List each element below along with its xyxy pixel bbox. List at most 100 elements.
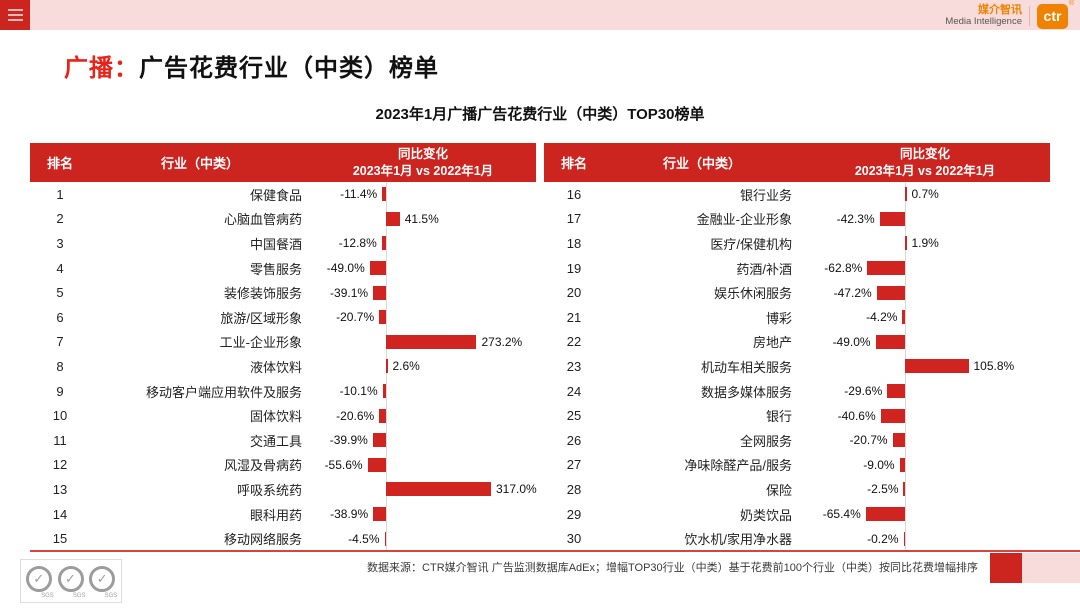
industry-cell: 保险 (765, 482, 792, 498)
table-row: 23 机动车相关服务 105.8% (544, 354, 1050, 379)
table-row: 2 心脑血管病药 41.5% (30, 207, 536, 232)
change-bar (373, 285, 386, 300)
table-row: 13 呼吸系统药 317.0% (30, 477, 537, 502)
change-bar (905, 187, 907, 202)
change-value: -4.5% (348, 531, 380, 546)
industry-cell: 金融业-企业形象 (696, 212, 792, 228)
table-row: 3 中国餐酒 -12.8% (30, 231, 536, 256)
chart-subtitle: 2023年1月广播广告花费行业（中类）TOP30榜单 (375, 106, 705, 123)
table-row: 5 装修装饰服务 -39.1% (30, 280, 536, 305)
header-change-line2: 2023年1月 vs 2022年1月 (854, 163, 996, 178)
change-value: 105.8% (973, 359, 1015, 374)
change-value: -11.4% (340, 187, 378, 202)
change-value: 2.6% (392, 359, 420, 374)
industry-cell: 旅游/区域形象 (220, 310, 302, 326)
industry-cell: 风湿及骨病药 (223, 458, 302, 474)
change-bar (865, 507, 905, 522)
rank-cell: 21 (566, 309, 582, 325)
table-row: 12 风湿及骨病药 -55.6% (30, 453, 536, 478)
change-bar (879, 211, 905, 226)
table-header: 排名 行业（中类） 同比变化 2023年1月 vs 2022年1月 (30, 143, 536, 182)
sgs-certification-logos: ✓ SGS ✓ SGS ✓ SGS (20, 559, 122, 603)
industry-cell: 全网服务 (739, 433, 792, 449)
rank-cell: 27 (566, 457, 582, 473)
rank-cell: 24 (566, 383, 582, 399)
rank-cell: 16 (566, 186, 582, 202)
header-rank: 排名 (560, 156, 587, 171)
change-value: -20.7% (336, 310, 375, 325)
change-bar (875, 334, 905, 349)
registered-mark: ® (1068, 0, 1074, 7)
table-row: 24 数据多媒体服务 -29.6% (544, 379, 1050, 404)
change-bar (382, 384, 386, 399)
industry-cell: 银行 (765, 409, 792, 425)
table-row: 17 金融业-企业形象 -42.3% (544, 207, 1050, 232)
rank-cell: 14 (52, 506, 68, 522)
header-industry: 行业（中类） (662, 156, 741, 171)
table-row: 25 银行 -40.6% (544, 403, 1050, 428)
rank-cell: 3 (56, 235, 64, 251)
industry-cell: 饮水机/家用净水器 (684, 532, 792, 548)
hamburger-menu-icon[interactable] (0, 0, 30, 30)
table-row: 7 工业-企业形象 273.2% (30, 330, 536, 355)
ctr-logo-text: ctr (1037, 3, 1068, 29)
table-row: 1 保健食品 -11.4% (30, 182, 536, 207)
industry-cell: 零售服务 (249, 261, 302, 277)
rank-cell: 29 (566, 506, 582, 522)
rank-cell: 2 (56, 211, 64, 227)
table-row: 22 房地产 -49.0% (544, 330, 1050, 355)
rank-cell: 17 (566, 211, 582, 227)
change-value: 1.9% (911, 236, 939, 251)
rank-cell: 13 (52, 481, 68, 497)
change-value: -49.0% (832, 334, 871, 349)
rank-cell: 22 (566, 334, 582, 350)
change-value: -39.1% (330, 285, 369, 300)
change-bar (386, 482, 491, 497)
industry-cell: 保健食品 (249, 187, 302, 203)
rank-cell: 26 (566, 432, 582, 448)
change-bar (369, 261, 386, 276)
industry-cell: 机动车相关服务 (700, 359, 792, 375)
change-value: -39.9% (329, 433, 368, 448)
table-row: 20 娱乐休闲服务 -47.2% (544, 280, 1050, 305)
header-industry: 行业（中类） (160, 156, 239, 171)
industry-cell: 移动客户端应用软件及服务 (145, 384, 302, 400)
rank-cell: 18 (566, 235, 582, 251)
table-row: 29 奶类饮品 -65.4% (544, 502, 1050, 527)
table-row: 28 保险 -2.5% (544, 477, 1050, 502)
top-bar (0, 0, 1080, 30)
industry-cell: 奶类饮品 (739, 507, 792, 523)
change-bar (379, 408, 386, 423)
table-header: 排名 行业（中类） 同比变化 2023年1月 vs 2022年1月 (544, 143, 1050, 182)
change-value: -2.5% (867, 482, 899, 497)
header-change-line1: 同比变化 (899, 147, 950, 162)
table-row: 14 眼科用药 -38.9% (30, 502, 536, 527)
sgs-logo-icon: ✓ SGS (89, 565, 119, 599)
change-bar (887, 384, 905, 399)
change-value: -49.0% (326, 261, 365, 276)
industry-cell: 工业-企业形象 (219, 335, 302, 351)
change-bar (902, 310, 905, 325)
change-value: -38.9% (330, 507, 369, 522)
table-row: 19 药酒/补酒 -62.8% (544, 256, 1050, 281)
change-bar (381, 236, 386, 251)
change-value: -40.6% (837, 408, 876, 423)
industry-cell: 液体饮料 (249, 359, 302, 375)
change-value: -42.3% (836, 211, 875, 226)
rank-cell: 5 (56, 285, 64, 301)
change-bar (903, 482, 905, 497)
table-row: 30 饮水机/家用净水器 -0.2% (544, 526, 1050, 551)
change-bar (880, 408, 905, 423)
industry-cell: 固体饮料 (249, 409, 302, 425)
footer-red-block (990, 553, 1022, 583)
rank-cell: 7 (56, 334, 64, 350)
table-row: 15 移动网络服务 -4.5% (30, 526, 536, 551)
industry-cell: 博彩 (765, 310, 792, 326)
change-value: -65.4% (822, 507, 861, 522)
change-value: -62.8% (824, 261, 863, 276)
industry-cell: 净味除醛产品/服务 (684, 458, 792, 474)
rank-cell: 19 (566, 260, 582, 276)
industry-cell: 房地产 (752, 335, 792, 351)
change-bar (382, 187, 386, 202)
change-bar (367, 457, 386, 472)
